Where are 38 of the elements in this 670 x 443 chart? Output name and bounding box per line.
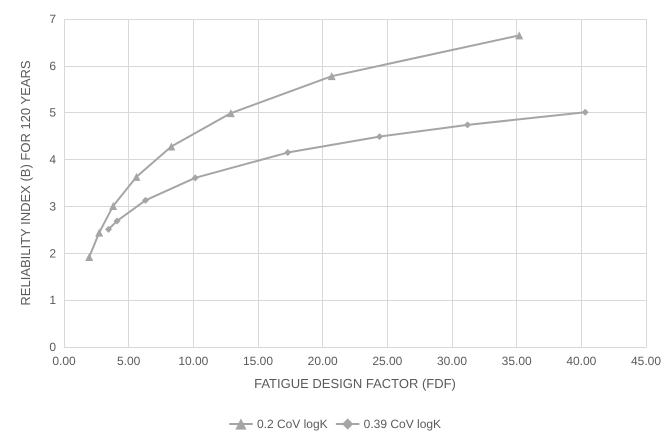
- x-tick-label: 0.00: [52, 354, 76, 368]
- legend-label: 0.2 CoV logK: [256, 417, 328, 431]
- y-tick-label: 1: [49, 293, 56, 308]
- x-tick-label: 30.00: [436, 354, 468, 368]
- x-tick-label: 25.00: [372, 354, 403, 368]
- point: [85, 253, 94, 262]
- y-tick-label: 6: [49, 58, 56, 73]
- point: [284, 149, 292, 156]
- y-tick-label: 0: [49, 340, 56, 354]
- x-tick-label: 10.00: [178, 354, 209, 368]
- x-tick-label: 20.00: [308, 354, 338, 368]
- point: [464, 121, 472, 128]
- x-axis-title: FATIGUE DESIGN FACTOR (FDF): [254, 376, 456, 391]
- point: [376, 133, 384, 140]
- x-tick-label: 35.00: [502, 354, 532, 368]
- x-tick-label: 15.00: [242, 354, 274, 368]
- y-tick-label: 4: [49, 152, 56, 167]
- point: [109, 202, 118, 210]
- point: [515, 31, 524, 40]
- point: [328, 72, 336, 80]
- point: [226, 109, 235, 118]
- point: [142, 196, 149, 204]
- point: [167, 142, 176, 150]
- x-tick-label: 45.00: [630, 354, 662, 368]
- y-tick-label: 7: [49, 12, 56, 26]
- y-axis-title: RELIABILITY INDEX (Β) FOR 120 YEARS: [18, 60, 33, 306]
- y-tick-label: 3: [49, 199, 56, 214]
- y-tick-label: 5: [49, 106, 56, 120]
- x-tick-label: 40.00: [566, 354, 597, 368]
- point: [132, 172, 140, 181]
- x-tick-label: 5.00: [116, 354, 141, 368]
- point: [114, 217, 121, 224]
- point: [192, 174, 199, 182]
- y-tick-label: 2: [49, 246, 56, 260]
- point: [95, 228, 104, 237]
- legend-label: 0.39 CoV logK: [364, 417, 442, 431]
- point: [582, 108, 589, 116]
- point: [104, 226, 112, 233]
